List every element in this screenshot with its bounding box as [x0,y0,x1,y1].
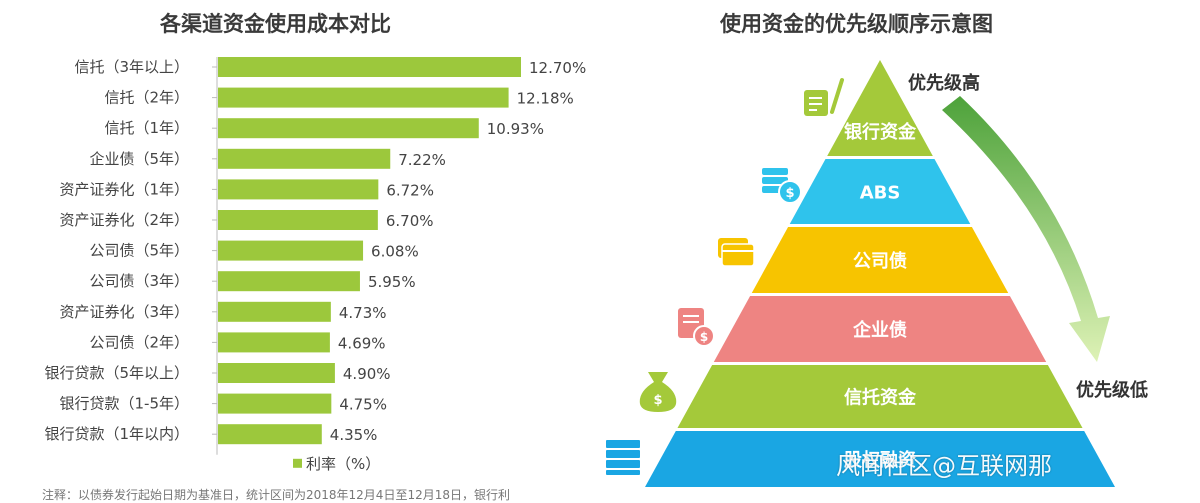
category-label: 资产证券化（3年） [59,303,189,321]
category-label: 企业债（5年） [89,150,189,168]
pyramid-tier [751,227,1009,293]
invoice-dollar-icon: $ [678,308,715,347]
category-label: 资产证券化（1年） [59,180,189,198]
bar [218,118,479,139]
value-label: 4.69% [338,334,386,352]
category-label: 信托（2年） [104,89,189,107]
value-label: 4.75% [339,396,387,414]
bar-chart-title: 各渠道资金使用成本对比 [160,12,391,36]
value-label: 7.22% [398,151,446,169]
legend-swatch [293,458,302,468]
bar [218,240,364,261]
priority-pyramid-panel: 使用资金的优先级顺序示意图 银行资金 ABS 公司债企业债信托资金股权融资 优先级高优… [600,0,1200,498]
credit-card-icon [718,238,755,267]
tier-label: 企业债 [852,319,907,341]
svg-text:$: $ [700,330,708,344]
value-label: 4.90% [343,365,391,383]
pyramid-tier [645,431,1115,487]
banknote-stack-icon [606,440,640,475]
bar-chart: 信托（3年以上） 12.70% 信托（2年） 12.18% 信托（1年） 10.93% 企业… [44,57,586,473]
bar [218,332,330,353]
category-label: 银行贷款（5年以上） [44,364,189,382]
value-label: 12.70% [529,59,586,77]
pyramid-tier [827,60,933,156]
bar [218,301,331,322]
category-label: 银行贷款（1年以内） [44,425,189,443]
value-label: 10.93% [487,120,544,138]
category-label: 公司债（5年） [89,242,189,260]
svg-text:$: $ [653,393,662,408]
document-pen-icon [804,78,844,116]
value-label: 5.95% [368,273,416,291]
tier-label: 银行资金 [844,121,917,143]
cost-comparison-panel: 各渠道资金使用成本对比 信托（3年以上） 12.70% 信托（2年） 12.18% 信托… [0,0,600,502]
pyramid-title: 使用资金的优先级顺序示意图 [720,12,993,36]
svg-text:$: $ [785,186,794,201]
bar [218,148,391,169]
priority-low-label: 优先级低 [1076,379,1148,401]
pyramid-tier [677,365,1083,428]
value-label: 6.72% [386,181,434,199]
priority-high-label: 优先级高 [908,72,980,94]
pyramid-tier [713,296,1047,362]
bar [218,57,521,77]
tier-label: 公司债 [853,250,907,272]
value-label: 6.08% [371,243,419,261]
money-bag-icon: $ [639,372,677,412]
pyramid-tier [789,159,971,224]
category-label: 信托（1年） [104,119,189,137]
footnote: 注释：以债券发行起始日期为基准日，统计区间为2018年12月4日至12月18日，… [42,488,510,502]
bar [218,210,378,230]
cash-stack-dollar-icon: $ [762,168,802,204]
tier-label: 信托资金 [844,387,917,409]
tier-label: ABS [860,183,901,204]
legend-label: 利率（%） [306,455,380,473]
bar [218,271,360,292]
watermark: 风闻社区@互联网那 [836,452,1052,480]
category-label: 银行贷款（1-5年） [59,395,189,413]
category-label: 资产证券化（2年） [59,211,189,229]
value-label: 4.73% [339,304,387,322]
tier-label: 股权融资 [843,449,916,471]
category-label: 公司债（2年） [89,333,189,351]
bar [218,179,379,200]
bar [218,363,335,383]
value-label: 4.35% [330,426,378,444]
category-label: 公司债（3年） [89,272,189,290]
bar [218,424,322,445]
bar [218,87,509,108]
value-label: 12.18% [517,90,574,108]
bar [218,393,332,414]
category-label: 信托（3年以上） [74,58,189,76]
value-label: 6.70% [386,212,434,230]
priority-arrow [942,96,1110,362]
